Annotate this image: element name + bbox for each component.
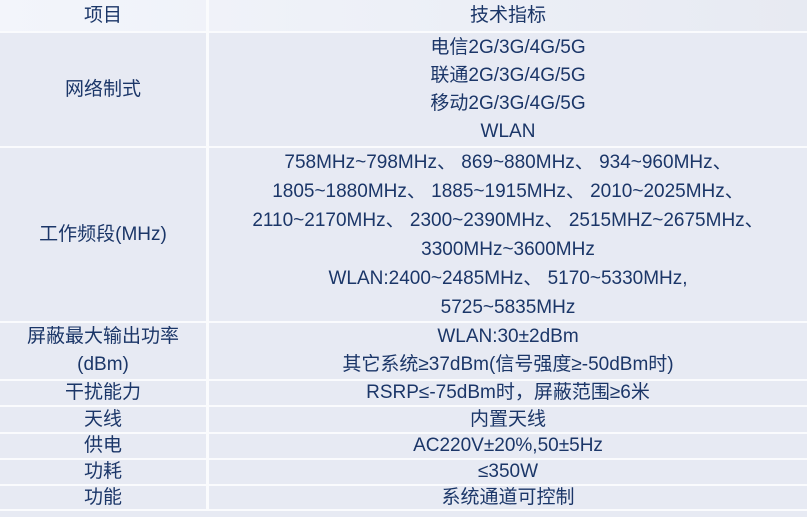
- table-row-antenna: 天线 内置天线: [0, 407, 807, 434]
- row-label-cell: 工作频段(MHz): [0, 148, 209, 321]
- value-line: 系统通道可控制: [441, 486, 575, 508]
- value-line: WLAN:30±2dBm: [437, 326, 579, 347]
- value-line: 电信2G/3G/4G/5G: [430, 36, 586, 58]
- row-label-cell: 功能: [0, 486, 209, 509]
- row-label: 工作频段(MHz): [39, 224, 167, 245]
- value-line: 内置天线: [469, 408, 546, 430]
- table-row-power-supply: 供电 AC220V±20%,50±5Hz: [0, 434, 807, 460]
- row-label-cell: 天线: [0, 407, 209, 432]
- header-item-label: 项目: [83, 4, 122, 26]
- value-line: 758MHz~798MHz、 869~880MHz、 934~960MHz、: [284, 151, 732, 173]
- table-row-interference: 干扰能力 RSRP≤-75dBm时，屏蔽范围≥6米: [0, 381, 807, 407]
- table-row-power-consumption: 功耗 ≤350W: [0, 460, 807, 486]
- row-value-cell: ≤350W: [209, 460, 807, 484]
- value-line: AC220V±20%,50±5Hz: [413, 435, 603, 456]
- row-value-cell: 758MHz~798MHz、 869~880MHz、 934~960MHz、 1…: [209, 148, 807, 321]
- row-label-cell: 干扰能力: [0, 381, 209, 405]
- row-label: 功能: [83, 486, 122, 508]
- row-label: (dBm): [77, 354, 129, 375]
- row-label: 天线: [83, 408, 122, 430]
- bottom-margin: [0, 511, 807, 517]
- row-value-cell: 内置天线: [209, 407, 807, 432]
- row-value-cell: 系统通道可控制: [209, 486, 807, 509]
- row-label: 屏蔽最大输出功率: [26, 326, 179, 347]
- row-label: 功耗: [83, 461, 122, 482]
- value-line: 联通2G/3G/4G/5G: [430, 64, 586, 86]
- row-value-cell: 电信2G/3G/4G/5G 联通2G/3G/4G/5G 移动2G/3G/4G/5…: [209, 33, 807, 146]
- table-row-network-standard: 网络制式 电信2G/3G/4G/5G 联通2G/3G/4G/5G 移动2G/3G…: [0, 33, 807, 148]
- header-spec-label: 技术指标: [469, 4, 546, 26]
- row-label-cell: 供电: [0, 434, 209, 458]
- table-row-frequency-bands: 工作频段(MHz) 758MHz~798MHz、 869~880MHz、 934…: [0, 148, 807, 323]
- table-header-row: 项目 技术指标: [0, 0, 807, 33]
- value-line: WLAN:2400~2485MHz、 5170~5330MHz,: [328, 267, 688, 289]
- row-label: 干扰能力: [64, 382, 141, 403]
- table-row-max-output-power: 屏蔽最大输出功率 (dBm) WLAN:30±2dBm 其它系统≥37dBm(信…: [0, 323, 807, 381]
- value-line: 3300MHz~3600MHz: [421, 238, 595, 260]
- value-line: ≤350W: [477, 461, 539, 482]
- header-cell-item: 项目: [0, 0, 209, 31]
- row-label-cell: 网络制式: [0, 33, 209, 146]
- value-line: WLAN: [480, 120, 536, 142]
- row-value-cell: WLAN:30±2dBm 其它系统≥37dBm(信号强度≥-50dBm时): [209, 323, 807, 379]
- table-row-function: 功能 系统通道可控制: [0, 486, 807, 511]
- row-value-cell: AC220V±20%,50±5Hz: [209, 434, 807, 458]
- value-line: 其它系统≥37dBm(信号强度≥-50dBm时): [342, 354, 674, 375]
- row-label-cell: 屏蔽最大输出功率 (dBm): [0, 323, 209, 379]
- row-label: 网络制式: [64, 78, 141, 100]
- value-line: RSRP≤-75dBm时，屏蔽范围≥6米: [366, 382, 650, 403]
- value-line: 1805~1880MHz、 1885~1915MHz、 2010~2025MHz…: [272, 180, 744, 202]
- header-cell-spec: 技术指标: [209, 0, 807, 31]
- value-line: 2110~2170MHz、 2300~2390MHz、 2515MHZ~2675…: [252, 209, 764, 231]
- row-label: 供电: [83, 435, 122, 456]
- value-line: 5725~5835MHz: [440, 296, 576, 318]
- row-label-cell: 功耗: [0, 460, 209, 484]
- value-line: 移动2G/3G/4G/5G: [430, 92, 586, 114]
- row-value-cell: RSRP≤-75dBm时，屏蔽范围≥6米: [209, 381, 807, 405]
